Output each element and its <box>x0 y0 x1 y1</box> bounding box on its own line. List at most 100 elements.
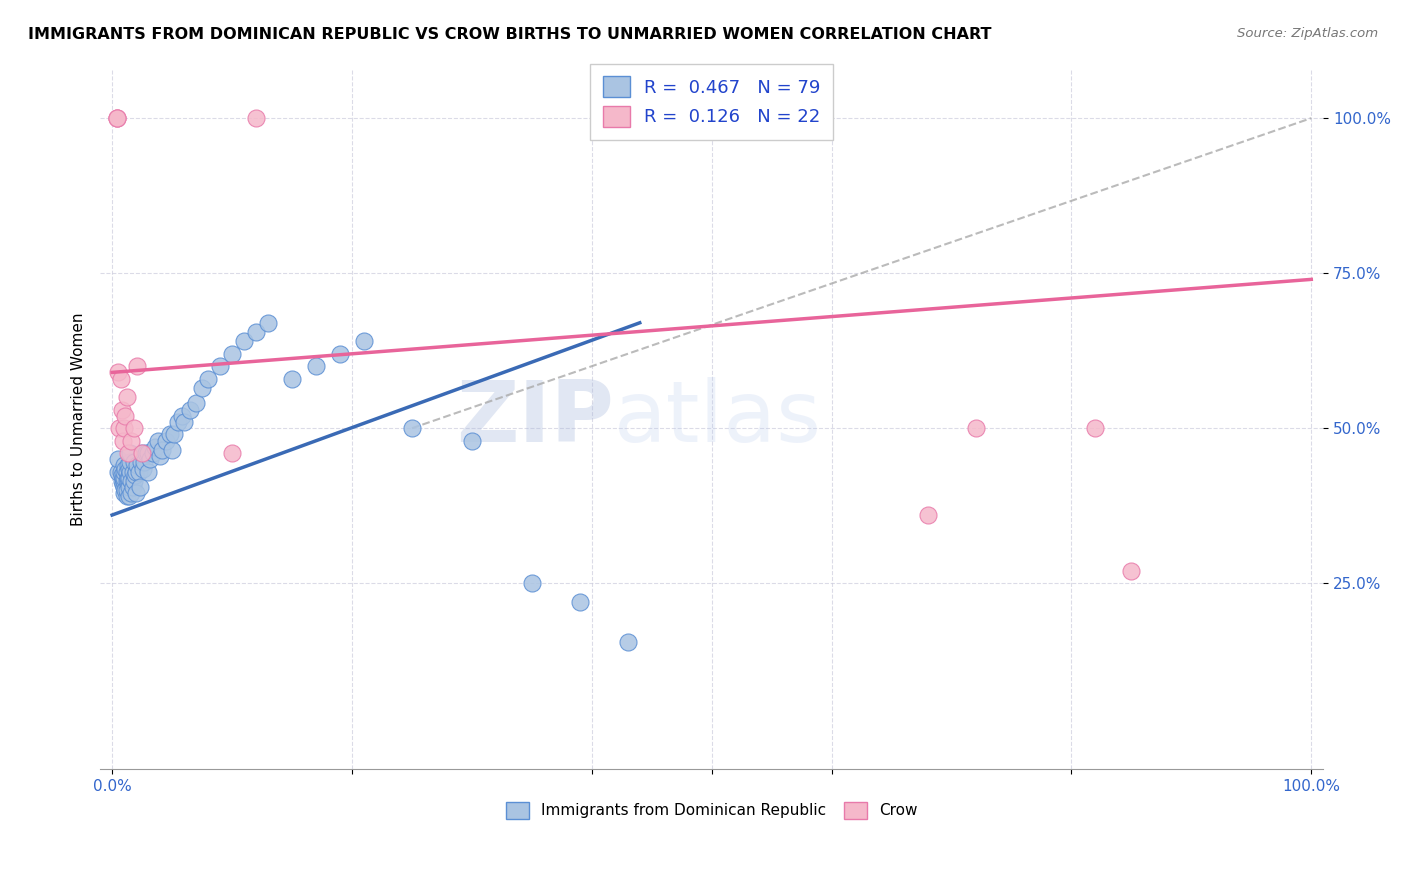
Point <box>111 474 134 488</box>
Point <box>111 402 134 417</box>
Point <box>110 465 132 479</box>
Point <box>142 446 165 460</box>
Point <box>112 474 135 488</box>
Point <box>197 371 219 385</box>
Point <box>127 458 149 473</box>
Point <box>118 490 141 504</box>
Point <box>125 465 148 479</box>
Point <box>461 434 484 448</box>
Point <box>111 467 134 482</box>
Point <box>127 359 149 374</box>
Point <box>1084 421 1107 435</box>
Text: atlas: atlas <box>614 377 823 460</box>
Point <box>114 461 136 475</box>
Point <box>107 452 129 467</box>
Point <box>120 455 142 469</box>
Point <box>245 325 267 339</box>
Point <box>136 446 159 460</box>
Point <box>112 471 135 485</box>
Point <box>122 421 145 435</box>
Point <box>173 415 195 429</box>
Point <box>111 477 134 491</box>
Point <box>129 455 152 469</box>
Point <box>131 446 153 460</box>
Point <box>107 365 129 379</box>
Y-axis label: Births to Unmarried Women: Births to Unmarried Women <box>72 312 86 525</box>
Point <box>159 427 181 442</box>
Point <box>118 471 141 485</box>
Point <box>163 427 186 442</box>
Point <box>120 474 142 488</box>
Point <box>112 458 135 473</box>
Point <box>111 471 134 485</box>
Point <box>115 390 138 404</box>
Point <box>401 421 423 435</box>
Point <box>149 449 172 463</box>
Point <box>245 111 267 125</box>
Point <box>120 446 142 460</box>
Point <box>128 480 150 494</box>
Point <box>152 442 174 457</box>
Point <box>132 461 155 475</box>
Point <box>112 421 135 435</box>
Point <box>110 371 132 385</box>
Point <box>221 347 243 361</box>
Point <box>115 474 138 488</box>
Point <box>122 474 145 488</box>
Point <box>257 316 280 330</box>
Point <box>122 455 145 469</box>
Point <box>125 486 148 500</box>
Point <box>107 465 129 479</box>
Point <box>209 359 232 374</box>
Point <box>329 347 352 361</box>
Point <box>305 359 328 374</box>
Point <box>191 381 214 395</box>
Point <box>114 483 136 498</box>
Point <box>108 421 131 435</box>
Point <box>136 465 159 479</box>
Point <box>120 486 142 500</box>
Point <box>115 490 138 504</box>
Point <box>917 508 939 522</box>
Point <box>155 434 177 448</box>
Point <box>105 111 128 125</box>
Point <box>170 409 193 423</box>
Point <box>616 635 638 649</box>
Point <box>160 442 183 457</box>
Point <box>112 486 135 500</box>
Point <box>139 452 162 467</box>
Point <box>105 111 128 125</box>
Point <box>1121 564 1143 578</box>
Point <box>118 480 141 494</box>
Point <box>124 467 146 482</box>
Point <box>965 421 987 435</box>
Point <box>128 465 150 479</box>
Point <box>131 446 153 460</box>
Text: Source: ZipAtlas.com: Source: ZipAtlas.com <box>1237 27 1378 40</box>
Legend: Immigrants from Dominican Republic, Crow: Immigrants from Dominican Republic, Crow <box>499 796 924 825</box>
Point <box>520 576 543 591</box>
Point <box>111 434 134 448</box>
Point <box>115 483 138 498</box>
Point <box>112 480 135 494</box>
Point <box>117 474 139 488</box>
Text: ZIP: ZIP <box>456 377 614 460</box>
Text: IMMIGRANTS FROM DOMINICAN REPUBLIC VS CROW BIRTHS TO UNMARRIED WOMEN CORRELATION: IMMIGRANTS FROM DOMINICAN REPUBLIC VS CR… <box>28 27 991 42</box>
Point <box>184 396 207 410</box>
Point <box>117 458 139 473</box>
Point <box>114 409 136 423</box>
Point <box>134 455 156 469</box>
Point <box>281 371 304 385</box>
Point <box>120 434 142 448</box>
Point <box>143 440 166 454</box>
Point <box>167 415 190 429</box>
Point <box>115 465 138 479</box>
Point <box>221 446 243 460</box>
Point <box>135 446 157 460</box>
Point <box>353 334 375 349</box>
Point <box>568 595 591 609</box>
Point <box>117 471 139 485</box>
Point <box>233 334 256 349</box>
Point <box>146 434 169 448</box>
Point <box>118 461 141 475</box>
